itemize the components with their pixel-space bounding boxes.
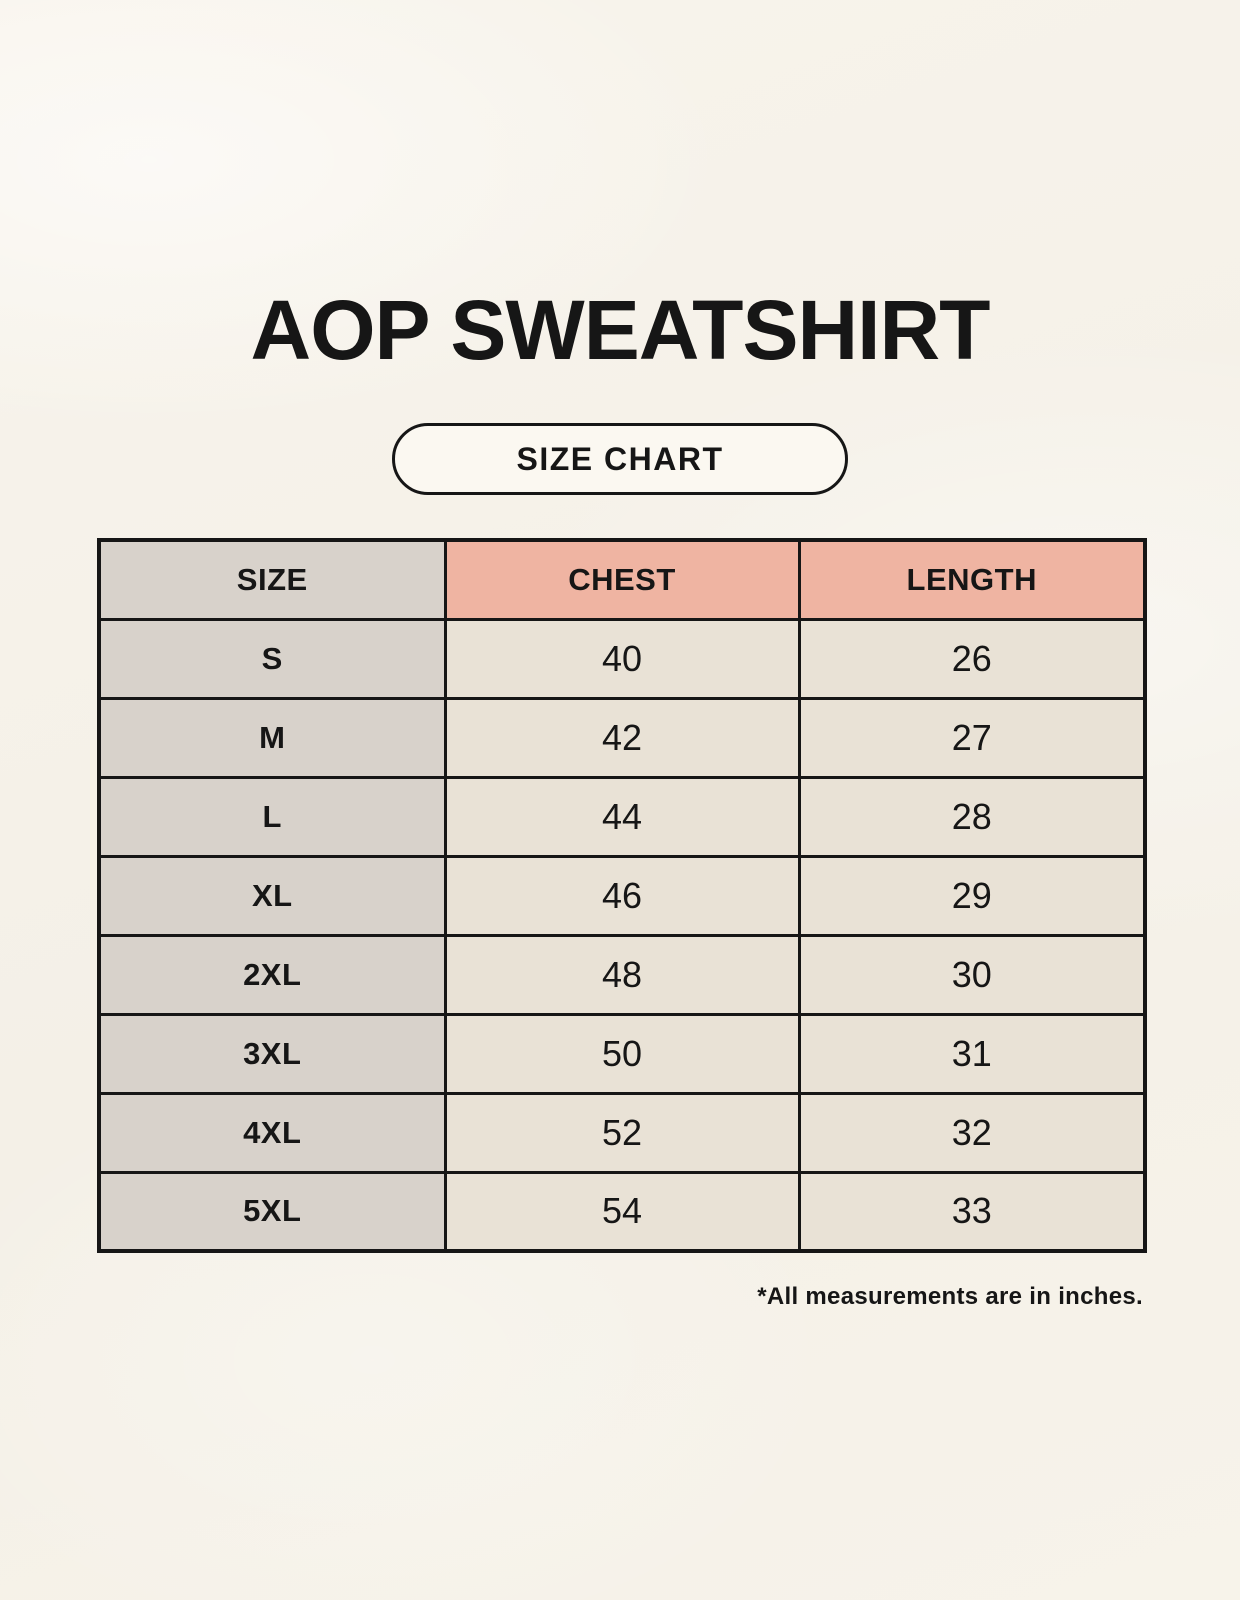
chest-value-cell: 50 <box>443 1012 801 1095</box>
chest-value-cell: 46 <box>443 854 801 937</box>
length-value-cell: 27 <box>797 696 1147 779</box>
size-cell: L <box>97 775 447 858</box>
chest-value-cell: 44 <box>443 775 801 858</box>
table-row: 2XL 48 30 <box>97 933 1147 1016</box>
size-table-body: S 40 26 M 42 27 L 44 28 XL 46 29 2XL 48 30 3XL 50 31 4XL 52… <box>97 617 1147 1253</box>
table-row: 3XL 50 31 <box>97 1012 1147 1095</box>
table-row: 4XL 52 32 <box>97 1091 1147 1174</box>
table-row: M 42 27 <box>97 696 1147 779</box>
table-row: 5XL 54 33 <box>97 1170 1147 1253</box>
length-value-cell: 26 <box>797 617 1147 700</box>
size-chart-badge: SIZE CHART <box>392 423 848 495</box>
size-cell: 2XL <box>97 933 447 1016</box>
size-cell: 5XL <box>97 1170 447 1253</box>
chest-value-cell: 54 <box>443 1170 801 1253</box>
chest-value-cell: 52 <box>443 1091 801 1174</box>
chest-value-cell: 40 <box>443 617 801 700</box>
size-cell: M <box>97 696 447 779</box>
size-cell: 4XL <box>97 1091 447 1174</box>
length-value-cell: 32 <box>797 1091 1147 1174</box>
table-row: S 40 26 <box>97 617 1147 700</box>
length-value-cell: 30 <box>797 933 1147 1016</box>
size-cell: XL <box>97 854 447 937</box>
column-header-size: SIZE <box>97 538 447 621</box>
size-cell: 3XL <box>97 1012 447 1095</box>
table-row: XL 46 29 <box>97 854 1147 937</box>
page-title: AOP SWEATSHIRT <box>250 283 991 377</box>
column-header-length: LENGTH <box>797 538 1147 621</box>
table-row: L 44 28 <box>97 775 1147 858</box>
length-value-cell: 29 <box>797 854 1147 937</box>
size-cell: S <box>97 617 447 700</box>
measurements-footnote: *All measurements are in inches. <box>757 1283 1143 1310</box>
size-chart-badge-label: SIZE CHART <box>516 440 724 477</box>
length-value-cell: 31 <box>797 1012 1147 1095</box>
length-value-cell: 33 <box>797 1170 1147 1253</box>
column-header-chest: CHEST <box>443 538 801 621</box>
size-table-header-row: SIZE CHEST LENGTH <box>97 538 1147 621</box>
chest-value-cell: 42 <box>443 696 801 779</box>
length-value-cell: 28 <box>797 775 1147 858</box>
size-table: SIZE CHEST LENGTH S 40 26 M 42 27 L 44 28 XL 46 29 2… <box>97 538 1147 1253</box>
chest-value-cell: 48 <box>443 933 801 1016</box>
